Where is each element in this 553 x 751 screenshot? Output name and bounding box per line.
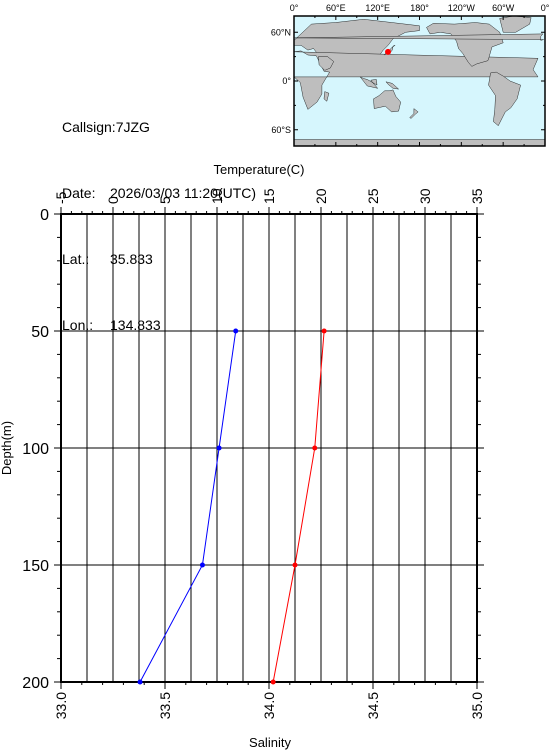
temperature-tick-label: 5 bbox=[157, 196, 173, 204]
callsign-value: 7JZG bbox=[115, 119, 150, 135]
plot-frame bbox=[60, 213, 478, 683]
land-shape bbox=[385, 81, 400, 90]
map-longitude-label: 0° bbox=[290, 3, 299, 13]
land-shape bbox=[323, 91, 330, 102]
salinity-tick-label: 35.0 bbox=[469, 692, 485, 719]
land-shape bbox=[318, 56, 334, 71]
depth-tick-label: 200 bbox=[22, 675, 49, 692]
salinity-point bbox=[199, 562, 205, 568]
map-latitude-label: 60°S bbox=[271, 125, 291, 135]
date-row: Date: 2026/03/03 11:20(UTC) bbox=[62, 182, 256, 204]
depth-tick-labels: 0 50 100 150 200 bbox=[22, 207, 49, 692]
lat-row: Lat.: 35.833 bbox=[62, 248, 256, 270]
map-longitude-label: 180° bbox=[410, 3, 429, 13]
land-shape bbox=[499, 15, 532, 33]
temperature-tick-label: 15 bbox=[261, 188, 277, 204]
map-longitude-label: 60°W bbox=[492, 3, 515, 13]
callsign-row: Callsign:7JZG bbox=[62, 116, 256, 138]
station-info: Callsign:7JZG Date: 2026/03/03 11:20(UTC)… bbox=[62, 72, 256, 358]
date-value: 2026/03/03 11:20(UTC) bbox=[110, 185, 257, 201]
temperature-tick-label: 25 bbox=[365, 188, 381, 204]
map-longitude-label: 60°E bbox=[326, 3, 346, 13]
map-latitude-label: 60°N bbox=[271, 27, 291, 37]
map-land bbox=[293, 15, 546, 147]
callsign-label: Callsign: bbox=[62, 119, 116, 135]
temperature-tick-label: 20 bbox=[313, 188, 329, 204]
temperature-tick-label: -5 bbox=[53, 191, 69, 204]
map-longitude-label: 120°W bbox=[448, 3, 476, 13]
temperature-axis-label: Temperature(C) bbox=[213, 162, 304, 177]
temperature-point bbox=[270, 679, 276, 685]
land-shape bbox=[293, 50, 539, 110]
map-longitude-label: 120°E bbox=[365, 3, 390, 13]
salinity-profile-line bbox=[139, 330, 237, 683]
salinity-tick-label: 34.5 bbox=[365, 692, 381, 719]
map-latitude-labels: 60°N 0° 60°S bbox=[271, 27, 292, 135]
map-longitude-labels: 0° 60°E 120°E 180° 120°W 60°W 0° bbox=[290, 3, 550, 13]
depth-tick-label: 100 bbox=[22, 441, 49, 458]
map-latitude-label: 0° bbox=[282, 76, 291, 86]
horizontal-grid-lines bbox=[61, 330, 477, 566]
lat-label: Lat.: bbox=[62, 251, 90, 267]
lat-value: 35.833 bbox=[110, 251, 153, 267]
land-shape bbox=[360, 76, 379, 89]
temperature-profile-line bbox=[272, 330, 325, 683]
temperature-tick-label: 30 bbox=[417, 188, 433, 204]
temperature-tick-label: 35 bbox=[469, 188, 485, 204]
temperature-tick-label: 10 bbox=[209, 188, 225, 204]
depth-axis-label: Depth(m) bbox=[0, 421, 14, 475]
land-shape bbox=[488, 71, 521, 127]
salinity-axis-label: Salinity bbox=[249, 735, 291, 750]
map-longitude-label: 0° bbox=[541, 3, 550, 13]
date-label: Date: bbox=[62, 185, 96, 201]
land-shape bbox=[373, 89, 401, 113]
salinity-point bbox=[216, 445, 222, 451]
temperature-point bbox=[292, 562, 298, 568]
salinity-tick-label: 33.0 bbox=[53, 692, 69, 719]
lon-value: 134.833 bbox=[110, 317, 161, 333]
salinity-tick-label: 34.0 bbox=[261, 692, 277, 719]
lon-label: Lon.: bbox=[62, 317, 94, 333]
world-map: 0° 60°E 120°E 180° 120°W 60°W 0° 60°N 0° 60°S bbox=[271, 3, 550, 147]
temperature-tick-label: 0 bbox=[105, 196, 121, 204]
land-shape bbox=[426, 22, 504, 67]
station-location-marker bbox=[385, 48, 392, 55]
temperature-point bbox=[321, 328, 327, 334]
land-shape bbox=[294, 33, 544, 41]
temperature-point bbox=[312, 445, 318, 451]
series-layer bbox=[137, 328, 327, 685]
salinity-point bbox=[137, 679, 143, 685]
temperature-tick-labels: -5 0 5 10 15 20 25 30 35 bbox=[53, 188, 485, 204]
map-ticks bbox=[293, 16, 546, 146]
lon-row: Lon.: 134.833 bbox=[62, 314, 256, 336]
salinity-tick-labels: 33.0 33.5 34.0 34.5 35.0 bbox=[53, 692, 485, 719]
salinity-tick-label: 33.5 bbox=[157, 692, 173, 719]
depth-tick-label: 150 bbox=[22, 558, 49, 575]
depth-tick-label: 50 bbox=[31, 324, 49, 341]
salinity-point bbox=[233, 328, 239, 334]
land-shape bbox=[409, 108, 419, 119]
profile-plot: -5 0 5 10 15 20 25 30 35 33.0 33.5 34.0 34.5 35.0 0 5… bbox=[0, 162, 485, 750]
depth-tick-label: 0 bbox=[40, 207, 49, 224]
